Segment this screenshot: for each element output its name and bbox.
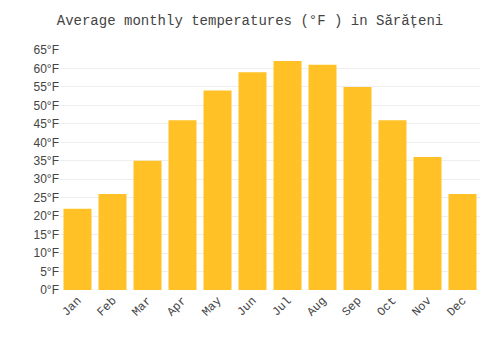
svg-text:Average monthly temperatures (: Average monthly temperatures (°F ) in Să…	[57, 13, 443, 29]
svg-text:Aug: Aug	[304, 294, 329, 319]
svg-text:55°F: 55°F	[34, 80, 59, 94]
svg-text:0°F: 0°F	[40, 283, 59, 297]
svg-text:45°F: 45°F	[34, 117, 59, 131]
svg-text:40°F: 40°F	[34, 136, 59, 150]
svg-text:35°F: 35°F	[34, 154, 59, 168]
svg-text:30°F: 30°F	[34, 172, 59, 186]
svg-text:50°F: 50°F	[34, 99, 59, 113]
svg-text:20°F: 20°F	[34, 209, 59, 223]
svg-text:10°F: 10°F	[34, 246, 59, 260]
svg-text:65°F: 65°F	[34, 43, 59, 57]
svg-text:Jul: Jul	[269, 294, 294, 319]
svg-text:Sep: Sep	[339, 294, 364, 319]
svg-text:Jun: Jun	[234, 294, 259, 319]
svg-text:Mar: Mar	[129, 294, 154, 319]
svg-text:Oct: Oct	[374, 294, 399, 319]
svg-text:5°F: 5°F	[40, 265, 59, 279]
svg-text:May: May	[199, 294, 224, 319]
svg-text:60°F: 60°F	[34, 62, 59, 76]
svg-text:25°F: 25°F	[34, 191, 59, 205]
svg-text:Apr: Apr	[164, 294, 189, 319]
svg-text:15°F: 15°F	[34, 228, 59, 242]
svg-text:Feb: Feb	[94, 294, 119, 319]
svg-text:Dec: Dec	[444, 294, 469, 319]
svg-text:Jan: Jan	[59, 294, 84, 319]
svg-text:Nov: Nov	[409, 294, 434, 319]
